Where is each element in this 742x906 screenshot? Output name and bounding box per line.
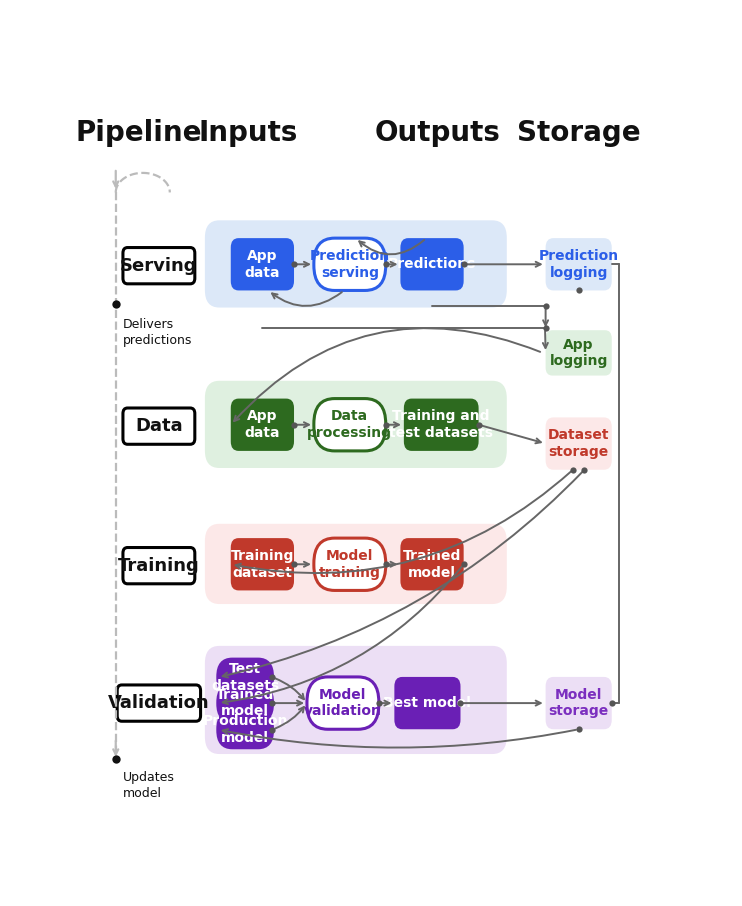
Text: Storage: Storage: [517, 119, 640, 147]
FancyBboxPatch shape: [231, 538, 294, 591]
Text: Inputs: Inputs: [198, 119, 298, 147]
FancyBboxPatch shape: [314, 399, 386, 451]
FancyBboxPatch shape: [314, 238, 386, 291]
Text: App
data: App data: [245, 249, 280, 280]
Text: Prediction
serving: Prediction serving: [309, 249, 390, 280]
FancyBboxPatch shape: [545, 677, 611, 729]
FancyBboxPatch shape: [123, 547, 195, 583]
FancyBboxPatch shape: [307, 677, 379, 729]
Text: Trained
model: Trained model: [403, 549, 462, 580]
FancyBboxPatch shape: [205, 646, 507, 754]
Text: Model
validation: Model validation: [304, 688, 382, 718]
Text: Production
model: Production model: [203, 714, 288, 745]
FancyBboxPatch shape: [117, 685, 200, 721]
FancyBboxPatch shape: [401, 238, 464, 291]
Text: Predictions: Predictions: [388, 257, 476, 271]
FancyBboxPatch shape: [314, 538, 386, 591]
Text: Training and
test datasets: Training and test datasets: [390, 410, 493, 440]
FancyBboxPatch shape: [218, 685, 272, 721]
Text: Outputs: Outputs: [375, 119, 501, 147]
Text: Best model: Best model: [384, 696, 471, 710]
Text: Data: Data: [135, 417, 183, 435]
Text: Pipeline: Pipeline: [76, 119, 202, 147]
Text: Serving: Serving: [120, 256, 197, 275]
Text: Training
dataset: Training dataset: [231, 549, 294, 580]
Text: Test
datasets: Test datasets: [211, 662, 279, 693]
FancyBboxPatch shape: [545, 418, 611, 469]
FancyBboxPatch shape: [205, 524, 507, 604]
Text: Data
processing: Data processing: [307, 410, 393, 440]
Text: Dataset
storage: Dataset storage: [548, 429, 609, 459]
Text: Prediction
logging: Prediction logging: [539, 249, 619, 280]
Text: Validation: Validation: [108, 694, 210, 712]
FancyBboxPatch shape: [404, 399, 479, 451]
FancyBboxPatch shape: [218, 660, 272, 696]
FancyBboxPatch shape: [401, 538, 464, 591]
FancyBboxPatch shape: [545, 238, 611, 291]
Text: Model
training: Model training: [319, 549, 381, 580]
FancyBboxPatch shape: [394, 677, 461, 729]
Text: Model
storage: Model storage: [548, 688, 608, 718]
Text: Training: Training: [118, 556, 200, 574]
FancyBboxPatch shape: [123, 247, 195, 284]
FancyBboxPatch shape: [205, 381, 507, 468]
Text: App
logging: App logging: [550, 338, 608, 368]
FancyBboxPatch shape: [545, 330, 611, 376]
FancyBboxPatch shape: [123, 408, 195, 444]
FancyBboxPatch shape: [231, 399, 294, 451]
FancyBboxPatch shape: [218, 711, 272, 747]
FancyBboxPatch shape: [231, 238, 294, 291]
Text: Delivers
predictions: Delivers predictions: [123, 318, 193, 347]
Text: App
data: App data: [245, 410, 280, 440]
FancyBboxPatch shape: [205, 220, 507, 307]
Text: Trained
model: Trained model: [216, 688, 275, 718]
Text: Updates
model: Updates model: [123, 772, 175, 801]
